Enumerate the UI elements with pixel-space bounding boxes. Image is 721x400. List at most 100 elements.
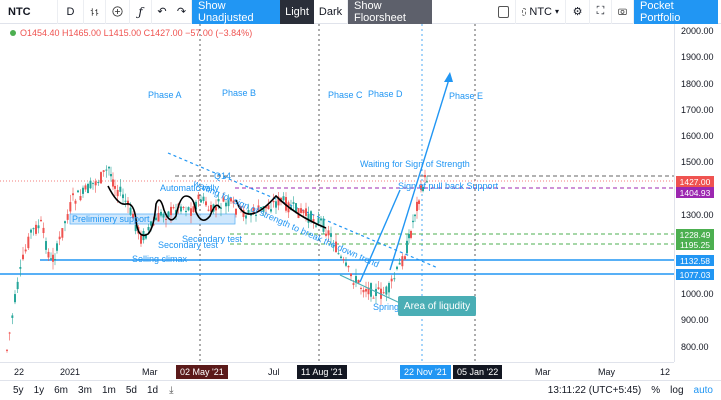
indicators-icon[interactable]: ƒ bbox=[130, 0, 152, 24]
bar-style-icon[interactable] bbox=[84, 0, 106, 24]
candle-body bbox=[102, 170, 105, 172]
candle-body bbox=[47, 251, 50, 258]
candle-body bbox=[412, 220, 414, 223]
candle-body bbox=[92, 182, 94, 184]
time-axis[interactable]: 22 2021 Mar Jul Mar May 12 02 May '21 11… bbox=[0, 362, 674, 380]
candle-body bbox=[418, 200, 420, 205]
candle-body bbox=[345, 262, 347, 266]
range-6m-button[interactable]: 6m bbox=[54, 385, 69, 396]
redo-icon[interactable]: ↷ bbox=[172, 0, 192, 24]
candle-body bbox=[315, 225, 317, 227]
range-1d-button[interactable]: 1d bbox=[146, 385, 159, 396]
candle-body bbox=[69, 202, 72, 212]
candle-body bbox=[150, 221, 152, 226]
show-floorsheet-button[interactable]: Show Floorsheet bbox=[348, 0, 432, 24]
candle-body bbox=[122, 194, 124, 199]
bottom-bar: 5y 1y 6m 3m 1m 5d 1d ⤓ 13:11:22 (UTC+5:4… bbox=[0, 380, 721, 400]
candle-body bbox=[277, 196, 280, 206]
show-unadjusted-button[interactable]: Show Unadjusted bbox=[192, 0, 280, 24]
range-1y-button[interactable]: 1y bbox=[33, 385, 45, 396]
range-3m-button[interactable]: 3m bbox=[78, 385, 92, 396]
price-tick: 1800.00 bbox=[681, 79, 714, 89]
fullscreen-icon[interactable]: ⛶ bbox=[590, 0, 612, 24]
candle-body bbox=[404, 256, 406, 260]
candle-body bbox=[322, 218, 325, 232]
auto-toggle[interactable]: auto bbox=[693, 385, 713, 396]
candle-body bbox=[152, 224, 155, 226]
candle-body bbox=[416, 201, 418, 212]
time-tick: Jul bbox=[268, 367, 280, 377]
range-1m-button[interactable]: 1m bbox=[101, 385, 116, 396]
interval-label: D bbox=[66, 5, 75, 18]
area-of-liquidity-label: Area of liqudity bbox=[403, 300, 471, 312]
cloud-icon bbox=[522, 7, 527, 16]
candle-body bbox=[255, 214, 257, 216]
candle-body bbox=[330, 233, 332, 237]
candle-body bbox=[187, 207, 190, 211]
price-tick: 900.00 bbox=[681, 315, 709, 325]
layout-icon[interactable] bbox=[492, 0, 516, 24]
percent-toggle[interactable]: % bbox=[651, 385, 661, 396]
price-chart[interactable] bbox=[0, 24, 674, 362]
candle-body bbox=[414, 214, 416, 217]
light-theme-button[interactable]: Light bbox=[280, 0, 314, 24]
level-badge: 1132.58 bbox=[676, 255, 714, 266]
time-tick: Mar bbox=[142, 367, 158, 377]
symbol-search[interactable]: NTC bbox=[0, 0, 58, 24]
camera-icon[interactable] bbox=[612, 0, 634, 24]
add-compare-icon[interactable] bbox=[106, 0, 130, 24]
price-axis[interactable]: 2000.00 1900.00 1800.00 1700.00 1600.00 … bbox=[674, 24, 721, 362]
bottom-right-controls: 13:11:22 (UTC+5:45) % log auto bbox=[548, 385, 713, 396]
symbol-label: NTC bbox=[8, 5, 31, 18]
candle-body bbox=[270, 209, 272, 212]
candle-body bbox=[160, 211, 162, 216]
candle-body bbox=[129, 207, 132, 215]
range-5d-button[interactable]: 5d bbox=[125, 385, 137, 396]
candle-body bbox=[398, 262, 401, 265]
candle-body bbox=[8, 332, 11, 334]
settings-gear-icon[interactable]: ⚙ bbox=[566, 0, 590, 24]
compare-symbol-label: NTC bbox=[529, 5, 552, 18]
goto-date-icon[interactable]: ⤓ bbox=[169, 385, 174, 396]
candle-body bbox=[42, 227, 45, 234]
candle-body bbox=[79, 196, 82, 201]
candle-body bbox=[337, 253, 340, 255]
compare-symbol-dropdown[interactable]: NTC ▾ bbox=[516, 0, 566, 24]
level-badge: 1404.93 bbox=[676, 187, 714, 198]
candle-body bbox=[220, 207, 222, 209]
range-5y-button[interactable]: 5y bbox=[13, 385, 24, 396]
candle-body bbox=[335, 241, 337, 253]
clock[interactable]: 13:11:22 (UTC+5:45) bbox=[547, 385, 642, 396]
candle-body bbox=[305, 208, 307, 216]
time-tick: 12 bbox=[660, 367, 671, 377]
pocket-portfolio-button[interactable]: Pocket Portfolio bbox=[634, 0, 718, 24]
secondary-test-label-2: Secondary test bbox=[158, 240, 219, 250]
candle-body bbox=[45, 241, 47, 250]
ohlc-values: O1454.40 H1465.00 L1415.00 C1427.00 −57.… bbox=[20, 28, 253, 38]
candle-body bbox=[100, 172, 102, 184]
automatic-rally-label: Automatic rally bbox=[160, 183, 220, 193]
price-tick: 1700.00 bbox=[681, 105, 714, 115]
undo-icon[interactable]: ↶ bbox=[157, 6, 167, 18]
candle-body bbox=[257, 205, 260, 211]
candle-body bbox=[200, 199, 202, 203]
dark-theme-button[interactable]: Dark bbox=[314, 0, 348, 24]
candle-body bbox=[401, 256, 404, 267]
candle-body bbox=[207, 209, 210, 211]
candle-body bbox=[252, 207, 255, 213]
candle-body bbox=[89, 180, 92, 189]
log-toggle[interactable]: log bbox=[670, 385, 684, 396]
show-floorsheet-label: Show Floorsheet bbox=[354, 0, 406, 24]
candle-body bbox=[385, 286, 388, 295]
candle-body bbox=[260, 206, 262, 209]
phase-d-label: Phase D bbox=[368, 89, 403, 99]
ar-short-label: Q14 bbox=[214, 171, 232, 181]
candle-body bbox=[340, 256, 342, 259]
candle-body bbox=[27, 236, 30, 249]
spring-label: Spring bbox=[373, 302, 400, 312]
candle-body bbox=[410, 231, 412, 238]
candle-body bbox=[357, 279, 360, 284]
candle-body bbox=[40, 219, 42, 222]
phase-a-label: Phase A bbox=[148, 90, 182, 100]
interval-button[interactable]: D bbox=[58, 0, 84, 24]
